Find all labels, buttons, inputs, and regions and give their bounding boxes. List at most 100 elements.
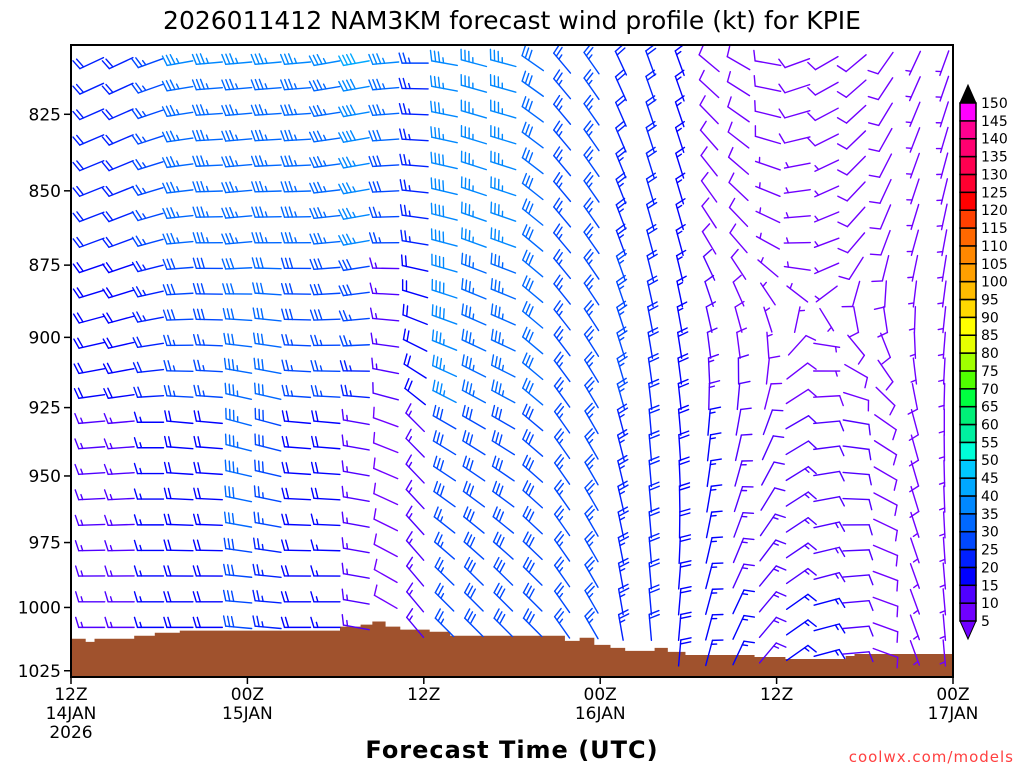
wind-barb — [221, 78, 253, 91]
wind-barb — [252, 332, 282, 348]
barb-full-feather — [469, 485, 475, 497]
barb-full-feather — [72, 212, 81, 223]
wind-barb — [615, 94, 627, 127]
barb-full-feather — [368, 232, 374, 244]
barb-full-feather — [167, 462, 172, 474]
barb-full-feather — [288, 232, 294, 244]
barb-full-feather — [165, 131, 172, 142]
barb-shaft — [847, 334, 866, 357]
barb-full-feather — [133, 437, 139, 449]
barb-full-feather — [521, 45, 527, 57]
wind-barb — [837, 155, 866, 176]
barb-full-feather — [838, 420, 845, 432]
barb-shaft — [754, 135, 782, 145]
wind-barb — [341, 460, 370, 477]
barb-full-feather — [436, 483, 442, 495]
wind-barb — [758, 591, 787, 613]
barb-full-feather — [200, 232, 206, 244]
wind-barb — [193, 487, 223, 501]
barb-half-feather — [814, 164, 820, 171]
barb-half-feather — [205, 134, 210, 141]
barb-full-feather — [349, 104, 357, 116]
barb-full-feather — [167, 436, 172, 448]
barb-full-feather — [464, 279, 468, 292]
barb-full-feather — [261, 461, 264, 474]
barb-full-feather — [196, 616, 202, 629]
barb-full-feather — [372, 104, 378, 116]
colorbar-label: 60 — [981, 418, 999, 434]
barb-full-feather — [75, 58, 85, 68]
barb-shaft — [846, 181, 866, 202]
barb-half-feather — [938, 481, 946, 485]
barb-full-feather — [465, 457, 471, 470]
barb-full-feather — [288, 283, 294, 295]
barb-full-feather — [105, 134, 114, 145]
barb-half-feather — [937, 327, 945, 331]
barb-half-feather — [261, 543, 264, 551]
barb-full-feather — [497, 229, 500, 242]
barb-full-feather — [647, 279, 659, 286]
barb-full-feather — [807, 61, 817, 71]
barb-full-feather — [704, 274, 715, 283]
barb-full-feather — [372, 155, 378, 167]
wind-barb — [341, 537, 370, 554]
barb-full-feather — [494, 381, 499, 393]
barb-full-feather — [497, 255, 501, 268]
barb-full-feather — [778, 83, 786, 94]
barb-half-feather — [939, 533, 946, 537]
barb-shaft — [814, 107, 839, 122]
wind-barb — [939, 511, 946, 539]
wind-barb — [433, 480, 456, 508]
barb-half-feather — [759, 232, 762, 240]
wind-barb — [74, 565, 106, 577]
barb-full-feather — [584, 453, 593, 463]
barb-full-feather — [648, 357, 660, 363]
wind-barb — [221, 258, 253, 270]
barb-full-feather — [498, 357, 502, 370]
barb-full-feather — [288, 129, 294, 141]
wind-barb — [222, 283, 253, 295]
barb-full-feather — [437, 559, 444, 571]
wind-barb — [705, 536, 724, 564]
wind-barb — [905, 152, 920, 179]
barb-full-feather — [525, 559, 532, 571]
barb-full-feather — [230, 308, 235, 321]
wind-barb — [72, 56, 105, 70]
barb-full-feather — [196, 181, 202, 193]
barb-full-feather — [807, 87, 817, 96]
barb-half-feather — [322, 109, 327, 116]
barb-full-feather — [280, 181, 286, 193]
barb-full-feather — [466, 559, 474, 571]
barb-full-feather — [258, 129, 264, 141]
barb-half-feather — [558, 54, 563, 61]
barb-full-feather — [345, 156, 353, 168]
wind-barb — [778, 108, 811, 119]
wind-barb — [280, 180, 312, 193]
barb-half-feather — [814, 267, 820, 273]
wind-barb — [736, 327, 748, 359]
wind-barb — [221, 155, 253, 168]
barb-half-feather — [588, 285, 593, 291]
barb-full-feather — [677, 357, 689, 363]
barb-full-feather — [495, 508, 501, 520]
barb-full-feather — [250, 104, 256, 116]
barb-full-feather — [372, 53, 378, 65]
wind-barb — [405, 531, 425, 561]
wind-barb — [939, 562, 947, 590]
barb-full-feather — [165, 54, 172, 66]
barb-full-feather — [313, 233, 319, 245]
barb-full-feather — [196, 591, 202, 603]
barb-half-feather — [786, 237, 790, 244]
barb-full-feather — [436, 457, 441, 470]
barb-full-feather — [524, 98, 530, 110]
wind-barb — [192, 180, 223, 193]
wind-barb — [251, 257, 282, 270]
barb-full-feather — [498, 485, 504, 497]
wind-barb — [462, 480, 486, 508]
wind-barb — [101, 82, 134, 95]
barb-full-feather — [404, 230, 407, 242]
barb-full-feather — [221, 233, 227, 245]
barb-shaft — [843, 391, 870, 402]
barb-full-feather — [617, 583, 629, 590]
barb-half-feather — [139, 544, 143, 552]
